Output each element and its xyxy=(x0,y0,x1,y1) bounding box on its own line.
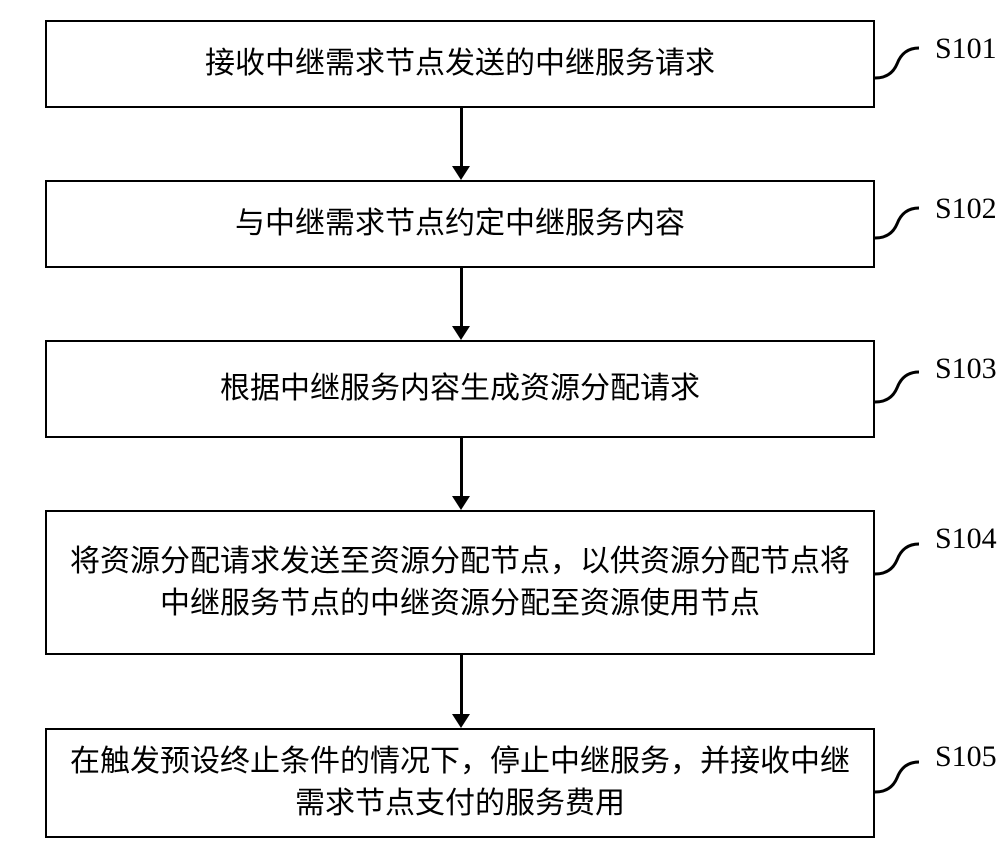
flow-step-s104: 将资源分配请求发送至资源分配节点，以供资源分配节点将中继服务节点的中继资源分配至… xyxy=(45,510,875,655)
arrow-head-icon xyxy=(452,326,470,340)
flow-step-s102: 与中继需求节点约定中继服务内容 xyxy=(45,180,875,268)
arrow-head-icon xyxy=(452,714,470,728)
flow-step-s103: 根据中继服务内容生成资源分配请求 xyxy=(45,340,875,438)
step-text: 与中继需求节点约定中继服务内容 xyxy=(235,203,685,245)
step-text: 根据中继服务内容生成资源分配请求 xyxy=(220,368,700,410)
step-text: 接收中继需求节点发送的中继服务请求 xyxy=(205,43,715,85)
arrow-head-icon xyxy=(452,496,470,510)
flow-arrow xyxy=(460,268,463,328)
arrow-head-icon xyxy=(452,166,470,180)
flow-arrow xyxy=(460,655,463,716)
step-label-s102: S102 xyxy=(935,192,997,226)
step-label-s103: S103 xyxy=(935,352,997,386)
step-text: 将资源分配请求发送至资源分配节点，以供资源分配节点将中继服务节点的中继资源分配至… xyxy=(67,541,853,625)
step-label-s101: S101 xyxy=(935,32,997,66)
flow-arrow xyxy=(460,108,463,168)
flow-step-s105: 在触发预设终止条件的情况下，停止中继服务，并接收中继需求节点支付的服务费用 xyxy=(45,728,875,838)
flow-arrow xyxy=(460,438,463,498)
flow-step-s101: 接收中继需求节点发送的中继服务请求 xyxy=(45,20,875,108)
step-label-s105: S105 xyxy=(935,740,997,774)
step-text: 在触发预设终止条件的情况下，停止中继服务，并接收中继需求节点支付的服务费用 xyxy=(67,741,853,825)
step-label-s104: S104 xyxy=(935,522,997,556)
